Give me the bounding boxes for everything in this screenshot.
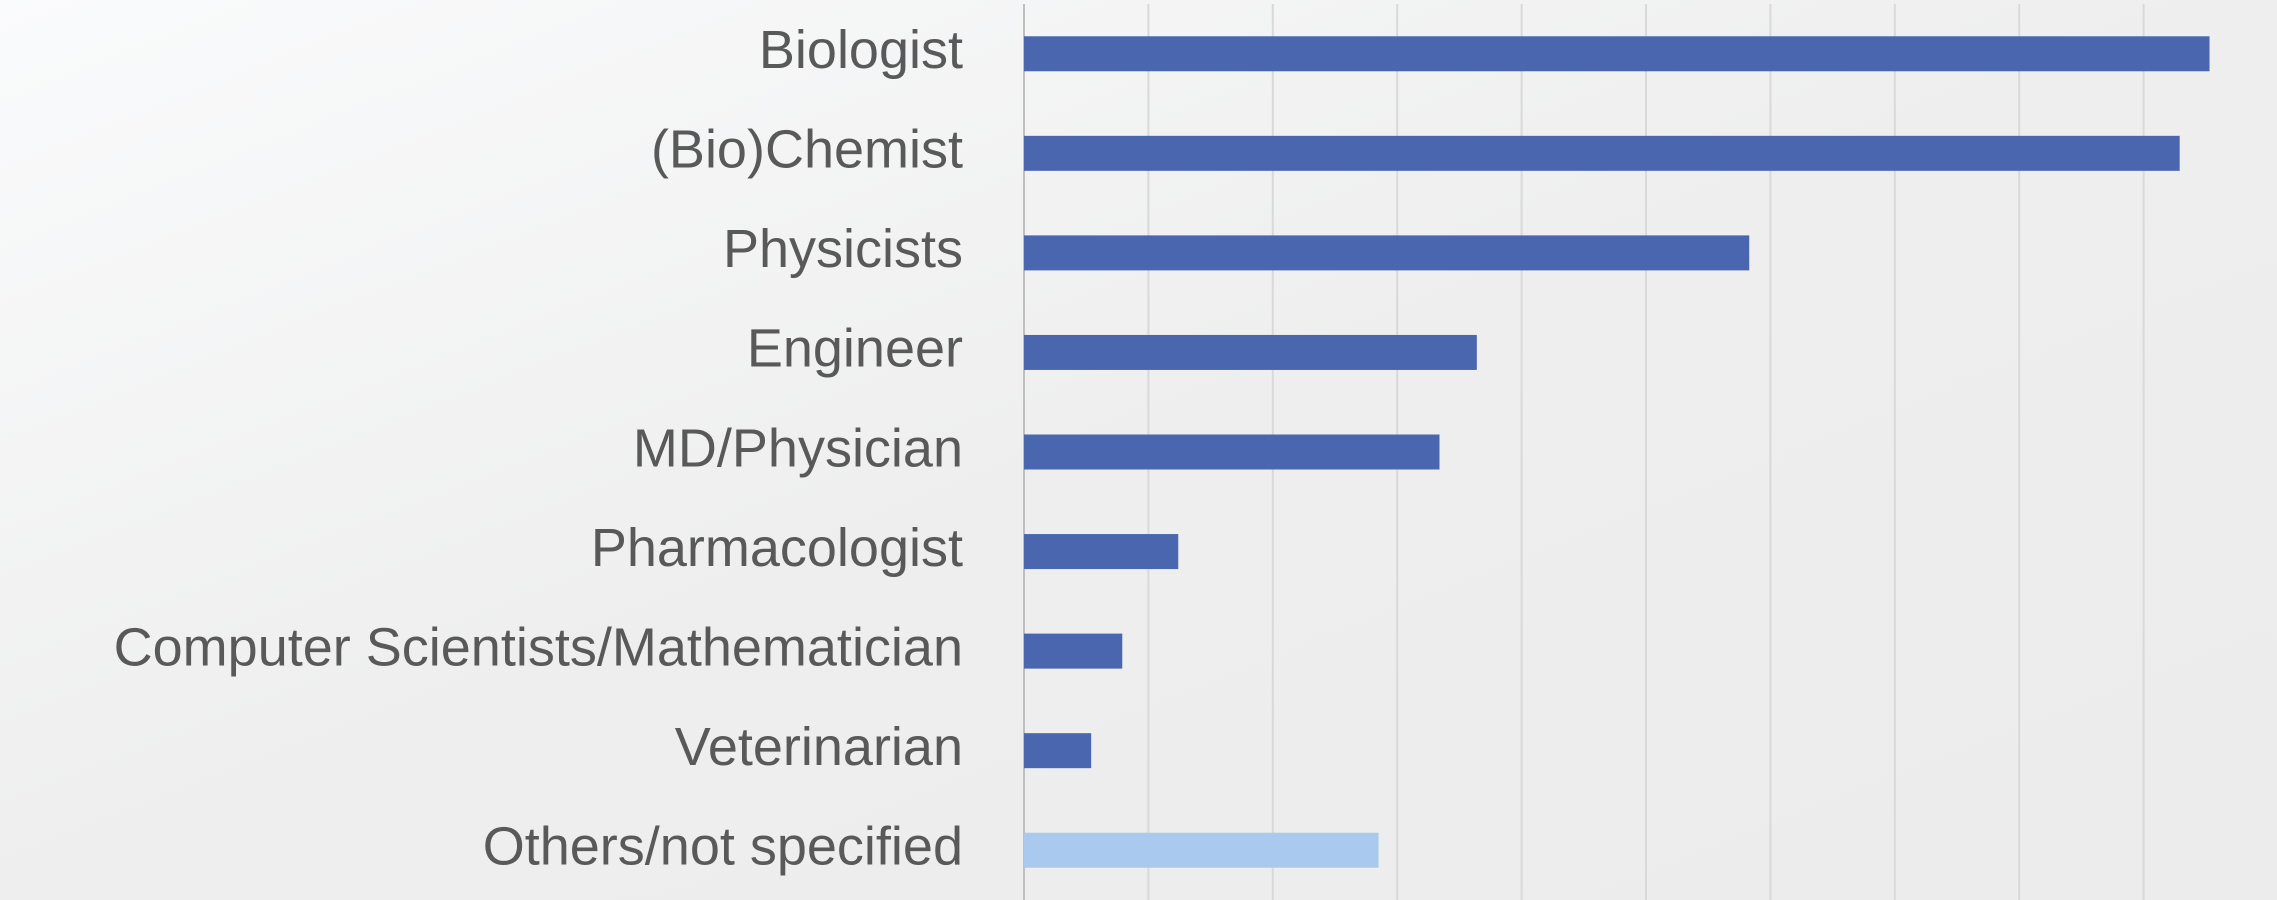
y-tick-label: Others/not specified (483, 816, 963, 876)
y-tick-label: Physicists (723, 219, 963, 279)
bar (1024, 633, 1123, 669)
bar (1024, 334, 1477, 370)
bar (1024, 832, 1379, 868)
y-tick-label: (Bio)Chemist (651, 120, 963, 180)
bar (1024, 235, 1750, 271)
bar (1024, 534, 1179, 570)
y-tick-label: Pharmacologist (591, 518, 963, 578)
y-tick-label: MD/Physician (633, 418, 963, 478)
bar (1024, 135, 2180, 171)
y-tick-label: Veterinarian (675, 717, 963, 777)
y-tick-label: Biologist (759, 20, 963, 80)
y-tick-label: Engineer (747, 319, 963, 379)
bar (1024, 434, 1440, 470)
bar (1024, 733, 1092, 769)
bar (1024, 36, 2210, 72)
y-tick-label: Computer Scientists/Mathematician (114, 617, 963, 677)
